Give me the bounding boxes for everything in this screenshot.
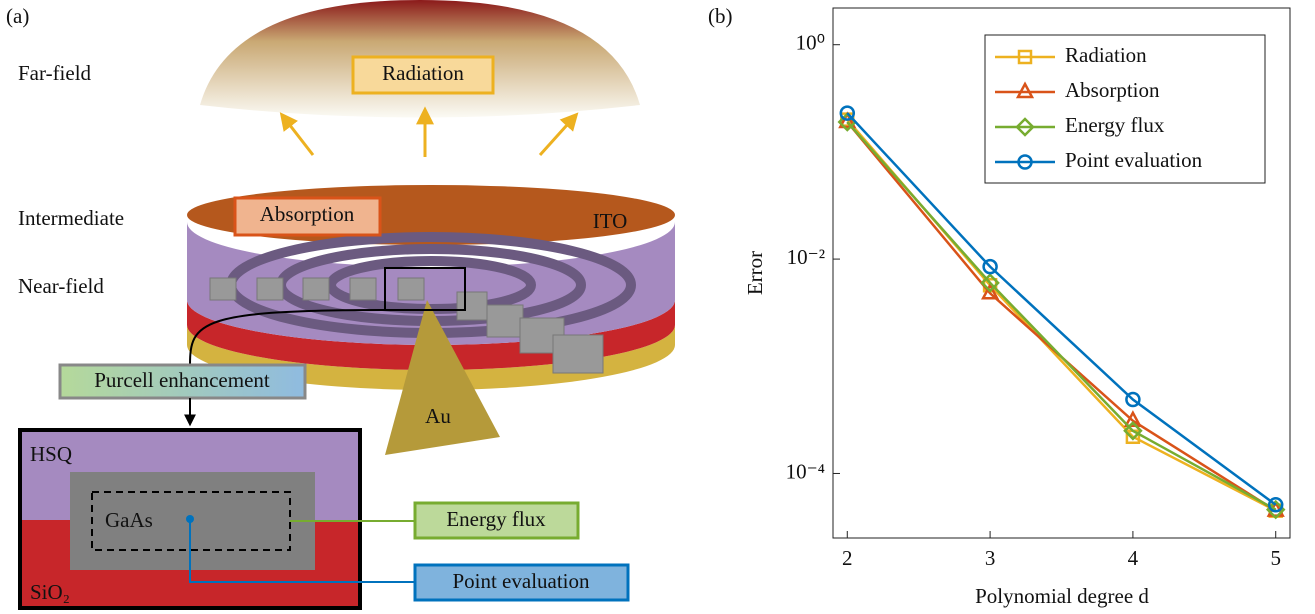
figure: (a) Far-field Radiation Au Absorption IT… <box>0 0 1315 614</box>
y-tick-label: 10⁰ <box>796 31 825 55</box>
legend-label: Energy flux <box>1065 113 1165 137</box>
label: GaAs <box>105 508 153 532</box>
label: Radiation <box>382 61 464 85</box>
label: Au <box>425 404 451 428</box>
panel-b: (b) Polynomial degree d Error 2 3 4 5 10⁰ 10⁻… <box>708 4 1290 608</box>
legend-label: Absorption <box>1065 78 1160 102</box>
label: SiO₂ <box>30 580 70 604</box>
label: Absorption <box>260 202 355 226</box>
x-tick-label: 5 <box>1270 546 1281 570</box>
x-tick-label: 4 <box>1128 546 1139 570</box>
y-tick-label: 10⁻² <box>787 245 825 269</box>
legend: Radiation Absorption Energy flux Point eval… <box>985 35 1265 183</box>
panel-label: (b) <box>708 4 733 28</box>
label: Near-field <box>18 274 104 298</box>
label: ITO <box>593 209 628 233</box>
label: Purcell enhancement <box>94 368 270 392</box>
legend-label: Point evaluation <box>1065 148 1203 172</box>
label: Intermediate <box>18 206 124 230</box>
x-tick-label: 2 <box>842 546 853 570</box>
x-tick-label: 3 <box>985 546 996 570</box>
label: Energy flux <box>446 507 546 531</box>
y-axis-label: Error <box>743 251 767 295</box>
label: Far-field <box>18 61 92 85</box>
x-axis-label: Polynomial degree d <box>975 584 1149 608</box>
y-tick-label: 10⁻⁴ <box>786 459 825 483</box>
label: HSQ <box>30 442 72 466</box>
panel-a: (a) Far-field Radiation Au Absorption IT… <box>6 0 675 608</box>
label: Point evaluation <box>452 569 590 593</box>
legend-label: Radiation <box>1065 43 1147 67</box>
panel-label: (a) <box>6 4 29 28</box>
point <box>186 515 194 523</box>
